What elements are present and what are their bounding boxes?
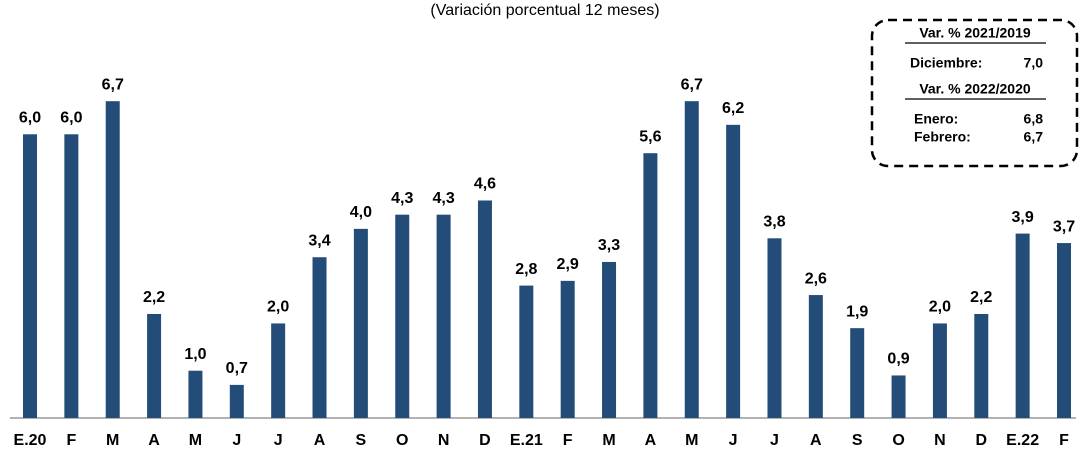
bar (23, 134, 37, 419)
value-label: 6,0 (19, 110, 41, 127)
value-label: 6,2 (722, 100, 744, 117)
x-tick-label: F (1059, 432, 1069, 449)
x-tick-label: S (852, 432, 863, 449)
bar (808, 295, 823, 418)
x-tick-label: J (729, 432, 738, 449)
bar (395, 214, 410, 418)
value-label: 1,0 (184, 346, 206, 363)
x-tick-label: J (770, 432, 779, 449)
x-tick-label: D (975, 432, 987, 449)
bar (229, 384, 244, 418)
value-label: 2,2 (143, 289, 165, 306)
bar (643, 153, 658, 418)
bar (312, 257, 327, 418)
bar (602, 261, 617, 418)
value-label: 2,8 (515, 261, 537, 278)
x-tick-label: F (66, 432, 76, 449)
annotation-value: 6,7 (1024, 129, 1044, 145)
x-tick-label: A (810, 432, 822, 449)
annotation-value: 6,8 (1024, 111, 1044, 127)
bar (64, 134, 79, 419)
x-tick-label: M (602, 432, 615, 449)
annotation-value: 7,0 (1024, 55, 1044, 71)
value-label: 4,0 (350, 204, 372, 221)
bar (436, 214, 451, 418)
value-label: 3,3 (598, 237, 620, 254)
bar (188, 370, 203, 418)
bar (684, 101, 699, 418)
x-tick-label: D (479, 432, 491, 449)
x-tick-label: S (356, 432, 367, 449)
x-tick-label: O (892, 432, 904, 449)
value-label: 3,8 (763, 214, 785, 231)
value-label: 2,0 (929, 299, 951, 316)
bar (932, 323, 947, 418)
annotation-heading: Var. % 2021/2019 (919, 25, 1031, 41)
chart-subtitle: (Variación porcentual 12 meses) (430, 2, 659, 19)
bar (105, 101, 120, 418)
bar (271, 323, 286, 418)
x-tick-label: E.22 (1006, 432, 1039, 449)
x-tick-label: A (148, 432, 160, 449)
value-label: 2,9 (557, 256, 579, 273)
bar (477, 200, 492, 418)
value-label: 4,3 (432, 190, 454, 207)
x-tick-label: N (934, 432, 946, 449)
x-tick-label: O (396, 432, 408, 449)
annotation-label: Febrero: (914, 129, 971, 145)
x-tick-label: M (685, 432, 698, 449)
x-tick-label: N (438, 432, 450, 449)
value-label: 6,7 (102, 76, 124, 93)
value-label: 2,2 (970, 289, 992, 306)
x-tick-label: A (645, 432, 657, 449)
value-label: 6,0 (60, 110, 82, 127)
bar (767, 238, 782, 418)
bar (560, 280, 575, 418)
annotation-box (870, 18, 1079, 168)
bar (974, 313, 989, 418)
value-label: 5,6 (639, 128, 661, 145)
x-tick-label: J (232, 432, 241, 449)
bar (147, 313, 162, 418)
value-label: 6,7 (681, 76, 703, 93)
bar (353, 228, 368, 418)
bar (891, 375, 906, 418)
x-tick-label: A (314, 432, 326, 449)
value-label: 3,9 (1012, 209, 1034, 226)
x-tick-label: J (274, 432, 283, 449)
value-label: 2,6 (805, 270, 827, 287)
value-label: 1,9 (846, 303, 868, 320)
value-label: 0,7 (226, 360, 248, 377)
x-tick-label: M (189, 432, 202, 449)
bar (726, 124, 741, 418)
bar (850, 328, 865, 418)
bar (519, 285, 534, 418)
x-tick-label: F (563, 432, 573, 449)
value-label: 2,0 (267, 299, 289, 316)
value-label: 4,6 (474, 176, 496, 193)
annotation-label: Diciembre: (910, 55, 982, 71)
annotation-heading: Var. % 2022/2020 (919, 81, 1031, 97)
bar (1057, 243, 1071, 418)
value-label: 3,7 (1053, 218, 1075, 235)
x-tick-label: E.20 (14, 432, 47, 449)
x-tick-label: M (106, 432, 119, 449)
annotation-label: Enero: (914, 111, 958, 127)
value-label: 4,3 (391, 190, 413, 207)
x-tick-label: E.21 (510, 432, 543, 449)
value-label: 0,9 (887, 351, 909, 368)
bar (1015, 233, 1030, 418)
value-label: 3,4 (308, 232, 330, 249)
